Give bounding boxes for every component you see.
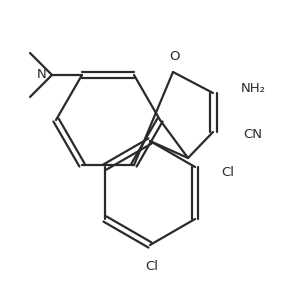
- Text: N: N: [37, 68, 47, 81]
- Text: CN: CN: [243, 128, 262, 140]
- Text: O: O: [170, 50, 180, 63]
- Text: NH₂: NH₂: [241, 81, 266, 95]
- Text: Cl: Cl: [146, 260, 158, 273]
- Text: Cl: Cl: [221, 166, 234, 180]
